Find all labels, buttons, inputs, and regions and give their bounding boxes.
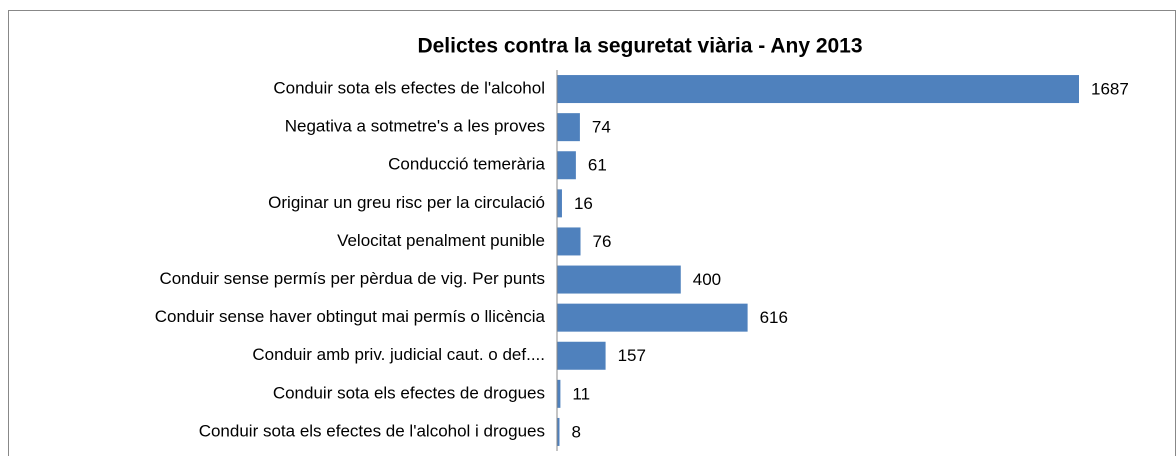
y-tick-label: Negativa a sotmetre's a les proves bbox=[285, 117, 545, 136]
data-label: 61 bbox=[588, 156, 607, 175]
data-label: 8 bbox=[571, 422, 580, 441]
y-tick-label: Conducció temerària bbox=[388, 155, 545, 174]
bar bbox=[557, 113, 580, 142]
bar bbox=[557, 151, 576, 180]
y-tick-label: Originar un greu risc per la circulació bbox=[268, 193, 545, 212]
bar bbox=[557, 341, 606, 370]
data-label: 1687 bbox=[1091, 80, 1129, 99]
bar bbox=[557, 75, 1079, 104]
y-tick-label: Conduir sense permís per pèrdua de vig. … bbox=[159, 269, 545, 288]
y-tick-label: Conduir sota els efectes de drogues bbox=[273, 383, 545, 402]
data-label: 16 bbox=[574, 194, 593, 213]
data-label: 616 bbox=[760, 308, 788, 327]
bar bbox=[557, 303, 748, 332]
bar bbox=[557, 379, 561, 408]
y-tick-label: Velocitat penalment punible bbox=[337, 231, 545, 250]
bar bbox=[557, 265, 681, 294]
bar bbox=[557, 227, 581, 256]
bar bbox=[557, 189, 562, 218]
y-tick-label: Conduir amb priv. judicial caut. o def..… bbox=[252, 345, 545, 364]
y-tick-label: Conduir sota els efectes de l'alcohol i … bbox=[199, 421, 545, 440]
data-label: 11 bbox=[572, 384, 590, 403]
y-tick-label: Conduir sense haver obtingut mai permís … bbox=[155, 307, 546, 326]
data-label: 400 bbox=[693, 270, 721, 289]
bar bbox=[557, 417, 560, 446]
data-label: 74 bbox=[592, 118, 611, 137]
y-tick-label: Conduir sota els efectes de l'alcohol bbox=[273, 79, 545, 98]
chart-title: Delictes contra la seguretat viària - An… bbox=[417, 35, 862, 58]
data-label: 157 bbox=[618, 346, 646, 365]
data-label: 76 bbox=[593, 232, 612, 251]
